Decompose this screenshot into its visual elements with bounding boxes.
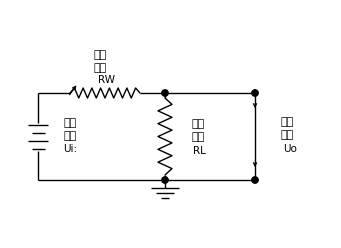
Text: 电源: 电源 bbox=[63, 118, 77, 128]
Text: RL: RL bbox=[193, 146, 206, 155]
Text: 电压: 电压 bbox=[63, 131, 77, 141]
Circle shape bbox=[162, 177, 168, 183]
Text: 电阻: 电阻 bbox=[93, 63, 107, 73]
Text: Ui:: Ui: bbox=[63, 144, 77, 154]
Text: 电压: 电压 bbox=[280, 130, 294, 141]
Text: Uo: Uo bbox=[283, 144, 297, 154]
Text: 负载: 负载 bbox=[191, 120, 205, 129]
Circle shape bbox=[252, 90, 258, 96]
Text: 负载: 负载 bbox=[280, 118, 294, 127]
Text: 可变: 可变 bbox=[93, 50, 107, 60]
Circle shape bbox=[252, 177, 258, 183]
Text: RW: RW bbox=[98, 75, 115, 85]
Circle shape bbox=[162, 90, 168, 96]
Text: 电阻: 电阻 bbox=[191, 132, 205, 143]
